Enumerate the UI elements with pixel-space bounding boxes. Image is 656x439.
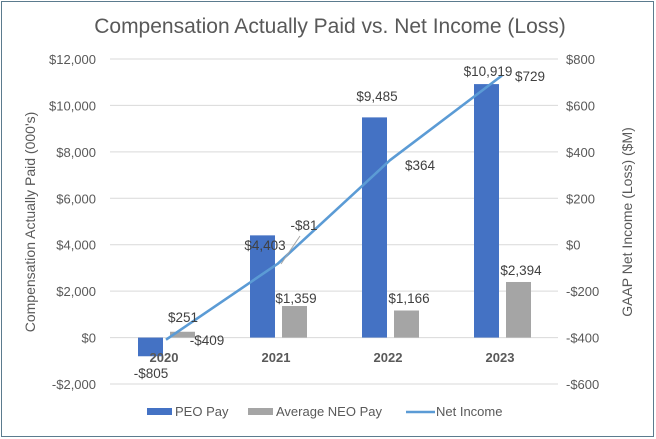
bar-average-neo-pay <box>282 306 307 338</box>
left-axis-tick-label: $6,000 <box>56 191 96 206</box>
net-income-line <box>165 74 503 341</box>
data-label-net-income: $729 <box>515 69 545 84</box>
left-axis-tick-label: $8,000 <box>56 145 96 160</box>
data-label-net-income: -$81 <box>290 218 317 233</box>
data-label-net-income: -$409 <box>190 333 225 348</box>
data-label-average-neo-pay: $2,394 <box>500 263 542 278</box>
category-label: 2021 <box>262 350 291 365</box>
right-axis-tick-label: $800 <box>566 52 595 67</box>
data-label-average-neo-pay: $1,166 <box>388 291 429 306</box>
bar-peo-pay <box>474 84 499 338</box>
data-label-average-neo-pay: $251 <box>168 310 198 325</box>
legend-swatch-average-neo-pay <box>248 408 273 415</box>
data-label-peo-pay: $10,919 <box>464 64 513 79</box>
bar-average-neo-pay <box>506 281 531 338</box>
legend: PEO Pay Average NEO Pay Net Income <box>147 404 502 419</box>
right-axis-tick-label: $0 <box>566 238 580 253</box>
bar-average-neo-pay <box>394 310 419 338</box>
bar-average-neo-pay <box>170 331 195 338</box>
category-axis-labels: 2020 2021 2022 2023 <box>150 350 515 365</box>
left-axis-title: Compensation Actually Paid (000's) <box>22 112 38 333</box>
right-axis-title: GAAP Net Income (Loss) ($M) <box>619 127 635 317</box>
category-label: 2023 <box>486 350 515 365</box>
right-axis-ticks: $800 $600 $400 $200 $0 -$200 -$400 -$600 <box>566 52 599 392</box>
left-axis-tick-label: $0 <box>82 331 96 346</box>
net-income-polyline <box>165 74 503 341</box>
left-axis-tick-label: $2,000 <box>56 284 96 299</box>
data-label-average-neo-pay: $1,359 <box>275 291 316 306</box>
data-label-peo-pay: $4,403 <box>244 238 285 253</box>
left-axis-tick-label: $4,000 <box>56 238 96 253</box>
left-axis-tick-label: $10,000 <box>49 98 96 113</box>
right-axis-tick-label: $600 <box>566 98 595 113</box>
right-axis-tick-label: -$600 <box>566 377 599 392</box>
bar-peo-pay <box>138 337 163 357</box>
category-label: 2022 <box>374 350 403 365</box>
data-labels: -$805 $4,403 $9,485 $10,919 $251 $1,359 $1,166… <box>134 64 545 381</box>
legend-swatch-peo-pay <box>147 408 172 415</box>
data-label-peo-pay: -$805 <box>134 366 169 381</box>
right-axis-tick-label: $400 <box>566 145 595 160</box>
data-label-peo-pay: $9,485 <box>356 89 397 104</box>
left-axis-tick-label: $12,000 <box>49 52 96 67</box>
legend-label-net-income: Net Income <box>436 404 502 419</box>
right-axis-tick-label: -$200 <box>566 284 599 299</box>
chart-title: Compensation Actually Paid vs. Net Incom… <box>94 15 566 38</box>
right-axis-tick-label: $200 <box>566 191 595 206</box>
bar-series <box>138 84 531 357</box>
category-label: 2020 <box>150 350 179 365</box>
legend-label-peo-pay: PEO Pay <box>175 404 229 419</box>
bar-peo-pay <box>362 117 387 338</box>
right-axis-tick-label: -$400 <box>566 331 599 346</box>
data-label-net-income: $364 <box>405 158 436 173</box>
bar-peo-pay <box>250 235 275 338</box>
left-axis-tick-label: -$2,000 <box>52 377 96 392</box>
data-label-leader-line <box>280 235 301 265</box>
left-axis-ticks: $12,000 $10,000 $8,000 $6,000 $4,000 $2,000 $0… <box>49 52 96 392</box>
legend-label-average-neo-pay: Average NEO Pay <box>276 404 382 419</box>
